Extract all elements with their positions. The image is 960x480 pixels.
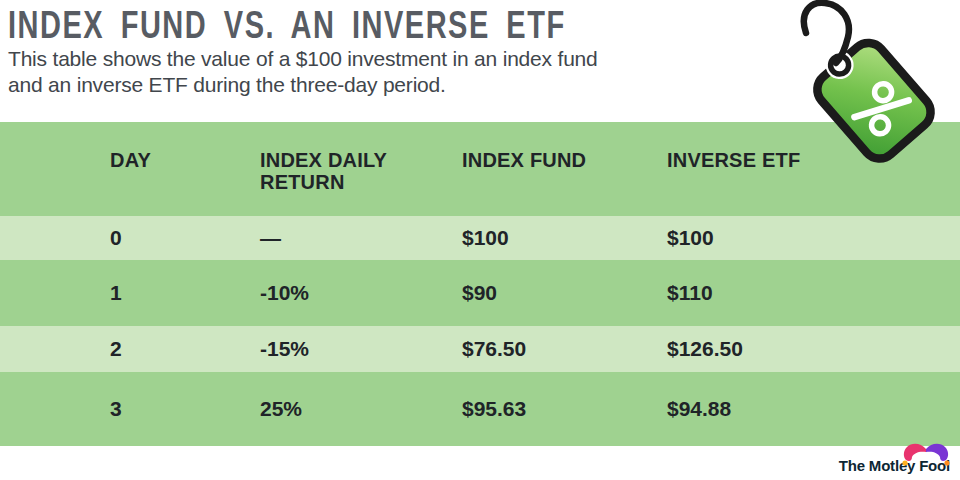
tag-body — [803, 27, 938, 166]
percent-price-tag-icon — [760, 0, 960, 180]
cell-inverse-etf: $100 — [667, 226, 960, 250]
column-header-index-daily-return: INDEX DAILY RETURN — [260, 149, 405, 193]
cell-day: 1 — [110, 281, 260, 305]
table-row-day-1: 1 -10% $90 $110 — [0, 260, 960, 326]
cell-index-fund: $90 — [462, 281, 667, 305]
page-root: INDEX FUND VS. AN INVERSE ETF This table… — [0, 0, 960, 480]
cell-day: 3 — [110, 397, 260, 421]
page-title: INDEX FUND VS. AN INVERSE ETF — [8, 4, 566, 48]
jester-hat-icon — [900, 442, 952, 468]
column-header-index-fund: INDEX FUND — [462, 149, 667, 171]
table-row-day-3: 3 25% $95.63 $94.88 — [0, 372, 960, 446]
cell-inverse-etf: $94.88 — [667, 397, 960, 421]
cell-index-daily-return: -10% — [260, 281, 462, 305]
subtitle-line: and an inverse ETF during the three-day … — [8, 72, 598, 98]
page-subtitle: This table shows the value of a $100 inv… — [8, 46, 598, 98]
cell-inverse-etf: $126.50 — [667, 337, 960, 361]
cell-inverse-etf: $110 — [667, 281, 960, 305]
cell-day: 0 — [110, 226, 260, 250]
cell-index-fund: $100 — [462, 226, 667, 250]
subtitle-line: This table shows the value of a $100 inv… — [8, 46, 598, 72]
cell-index-daily-return: 25% — [260, 397, 462, 421]
tag-string — [804, 3, 849, 63]
cell-index-fund: $76.50 — [462, 337, 667, 361]
cell-index-daily-return: — — [260, 226, 462, 250]
column-header-day: DAY — [110, 149, 260, 171]
table-row-day-0: 0 — $100 $100 — [0, 216, 960, 260]
table-row-day-2: 2 -15% $76.50 $126.50 — [0, 326, 960, 372]
cell-index-fund: $95.63 — [462, 397, 667, 421]
cell-day: 2 — [110, 337, 260, 361]
cell-index-daily-return: -15% — [260, 337, 462, 361]
